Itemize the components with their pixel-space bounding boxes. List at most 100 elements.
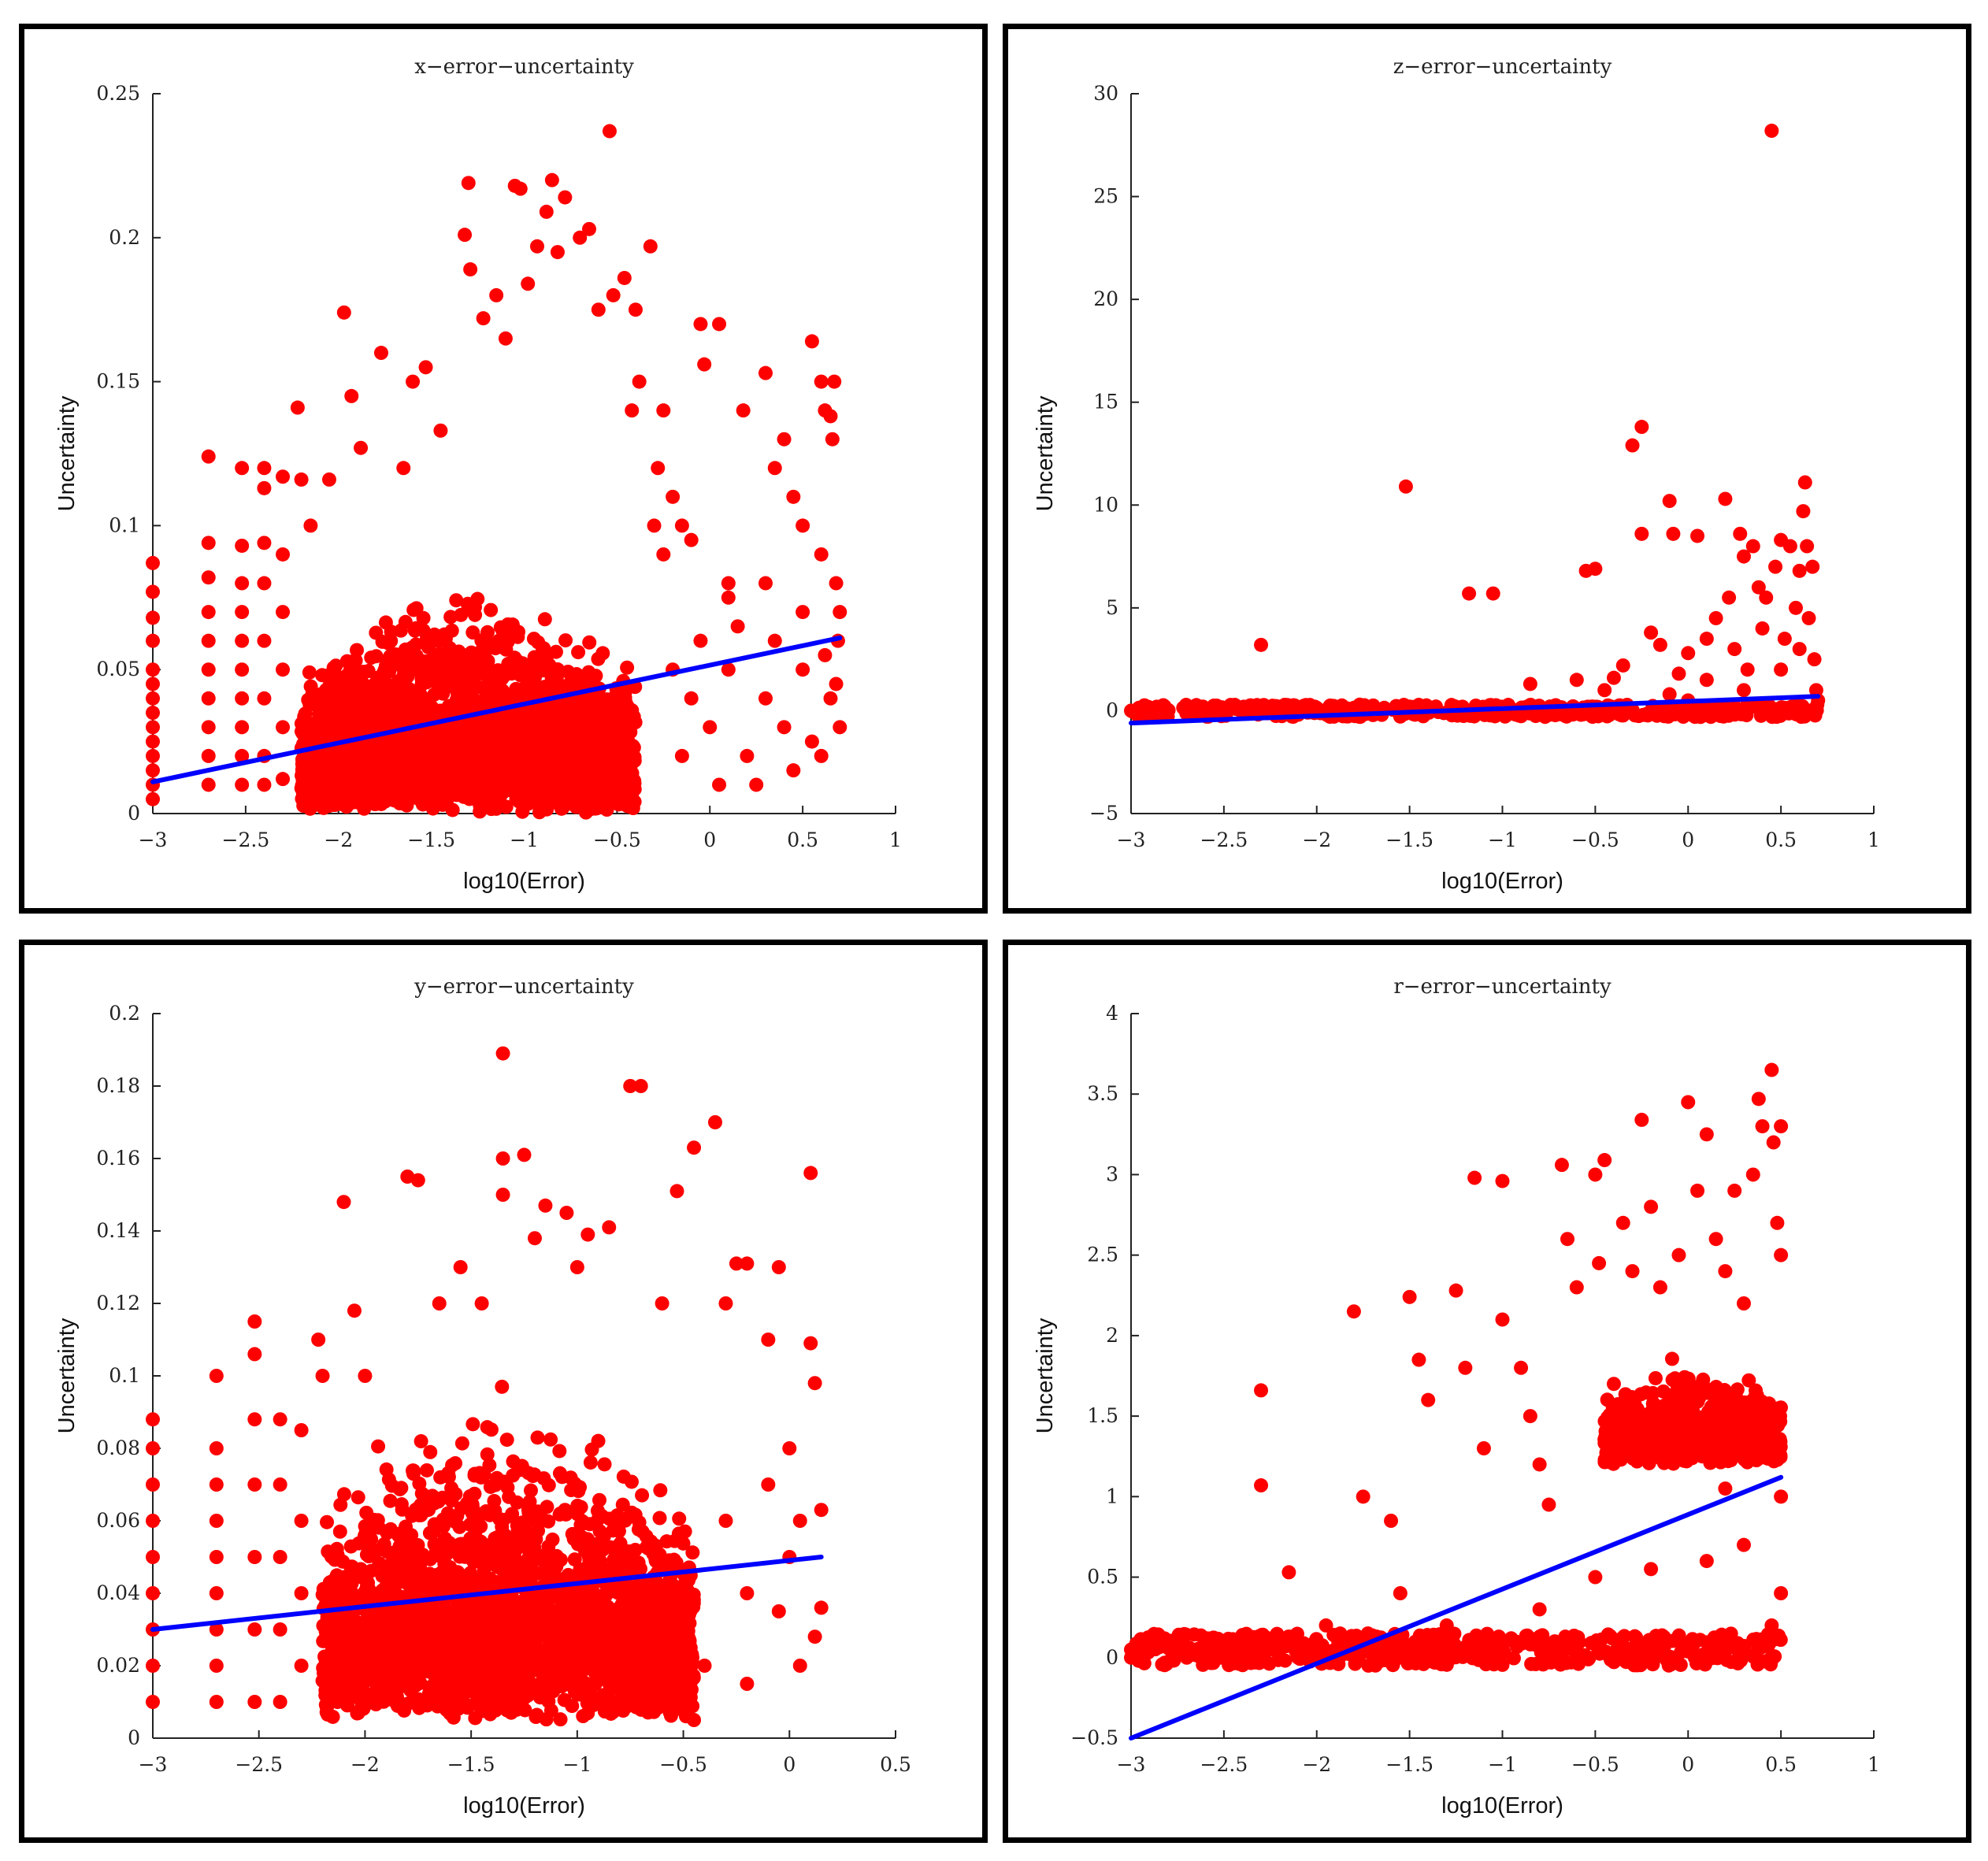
data-point <box>329 743 344 758</box>
data-point <box>521 276 536 291</box>
data-point <box>498 331 513 346</box>
data-point <box>1739 699 1754 714</box>
data-point <box>398 614 413 629</box>
data-point <box>1800 539 1815 554</box>
x-axis-label: log10(Error) <box>1441 869 1563 894</box>
data-point <box>450 772 465 787</box>
data-point <box>621 703 636 718</box>
regression-line <box>1129 694 1821 726</box>
data-point <box>386 691 401 706</box>
data-point <box>591 302 606 317</box>
data-point <box>547 784 562 799</box>
data-point <box>581 778 596 793</box>
data-point <box>567 703 582 717</box>
data-point <box>1560 709 1574 724</box>
data-point <box>201 570 216 585</box>
data-point <box>592 793 606 808</box>
data-point <box>428 669 443 684</box>
data-point <box>328 658 343 673</box>
data-point <box>533 788 548 803</box>
data-point <box>814 374 829 389</box>
data-point <box>721 576 736 591</box>
data-point <box>1761 698 1776 713</box>
data-point <box>558 741 573 756</box>
data-point <box>1574 707 1589 722</box>
data-point <box>235 538 250 553</box>
data-point <box>1801 610 1816 625</box>
x-tick-label: −2.5 <box>1200 829 1248 851</box>
data-point <box>235 662 250 677</box>
data-point <box>603 794 618 809</box>
chart-panel-x-error: x−error−uncertainty −3 −2.5 −2 −1.5 −1 −0.5 0 0.… <box>19 24 988 914</box>
data-point <box>1328 701 1343 716</box>
data-point <box>1807 652 1822 667</box>
y-tick-label: 0 <box>128 802 140 825</box>
data-point <box>796 605 810 620</box>
data-point <box>384 633 399 648</box>
data-point <box>512 794 527 809</box>
data-point <box>399 699 414 714</box>
data-point <box>444 623 459 638</box>
data-point <box>276 469 291 484</box>
data-point <box>1722 590 1737 605</box>
data-point <box>294 716 309 731</box>
data-point <box>370 784 385 799</box>
data-point <box>514 718 529 733</box>
data-point <box>606 287 621 302</box>
data-point <box>624 1474 639 1489</box>
data-point <box>377 794 392 809</box>
data-point <box>566 796 580 811</box>
data-point <box>564 753 579 768</box>
y-tick-label: 5 <box>1106 596 1118 619</box>
y-tick-label: 0.14 <box>96 1219 140 1242</box>
data-point <box>443 668 458 683</box>
data-point <box>399 647 414 662</box>
data-point <box>146 720 160 735</box>
data-point <box>257 633 272 648</box>
data-point <box>674 518 689 533</box>
data-point <box>362 684 376 699</box>
data-point <box>334 777 349 792</box>
data-point <box>372 769 387 784</box>
data-point <box>818 647 833 662</box>
data-point <box>320 1514 335 1529</box>
data-point <box>697 357 712 372</box>
data-point <box>396 737 411 752</box>
data-point <box>685 1545 700 1560</box>
data-point <box>339 654 354 669</box>
data-point <box>146 633 160 648</box>
data-point <box>548 644 563 659</box>
data-point <box>1597 683 1612 698</box>
data-point <box>235 720 250 735</box>
data-point <box>201 691 216 706</box>
data-point <box>429 777 444 792</box>
y-tick-label: 0.05 <box>96 658 140 680</box>
data-point <box>502 754 517 769</box>
data-point <box>1768 559 1783 574</box>
data-point <box>648 1551 663 1566</box>
data-point <box>146 662 160 677</box>
data-point <box>693 633 708 648</box>
data-point <box>814 547 829 562</box>
data-point <box>672 1511 687 1526</box>
data-point <box>422 762 437 777</box>
data-point <box>340 765 355 780</box>
data-point <box>502 742 517 757</box>
data-point <box>1759 590 1774 605</box>
data-point <box>666 489 681 504</box>
data-point <box>409 730 424 745</box>
data-point <box>1485 586 1500 601</box>
data-point <box>257 576 272 591</box>
data-point <box>276 662 291 677</box>
chart-x-error-uncertainty: x−error−uncertainty−3 −2.5 −2 −1.5 −1 −0.5 0 0.… <box>54 55 902 894</box>
data-point <box>347 696 362 711</box>
data-point <box>344 388 359 403</box>
data-point <box>497 691 512 706</box>
data-point <box>146 691 160 706</box>
y-axis-label: Uncertainty <box>54 1318 80 1433</box>
data-point <box>146 734 160 749</box>
data-point <box>303 518 318 533</box>
y-tick-label: 0.12 <box>96 1292 140 1314</box>
data-point <box>547 766 562 781</box>
data-point <box>1697 701 1712 716</box>
